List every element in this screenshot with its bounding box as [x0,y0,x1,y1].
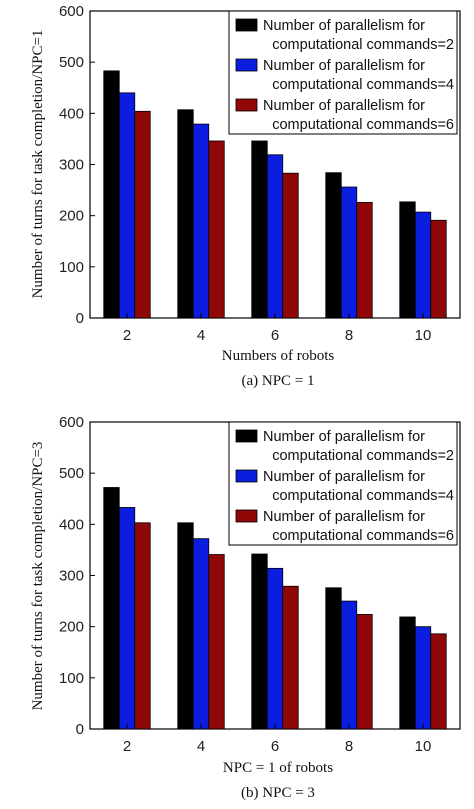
x-tick-label: 2 [123,327,131,344]
legend-box [228,421,458,546]
legend-swatch-2 [235,469,258,483]
legend-label-2-line-2: computational commands=4 [272,77,454,93]
bar-series-1-cat-4 [177,522,194,730]
legend-label-2-line-2: computational commands=4 [272,488,454,504]
bar-series-2-cat-6 [266,154,284,319]
bar-series-2-cat-8 [340,600,358,730]
legend: Number of parallelism for computational c… [228,421,458,546]
legend-box [228,10,458,135]
bar-series-3-cat-4 [208,554,225,730]
y-tick-label: 500 [59,54,84,71]
legend-swatch-1 [235,18,258,32]
legend-label-1-line-2: computational commands=2 [272,448,454,464]
legend-label-2-line-1: Number of parallelism for [263,58,425,74]
y-tick-label: 0 [76,721,84,738]
x-tick-label: 6 [271,738,279,755]
x-tick-label: 4 [197,327,205,344]
y-tick-label: 0 [76,310,84,327]
bar-series-2-cat-6 [266,567,284,730]
legend-label-3-line-2: computational commands=6 [272,117,454,133]
caption: (a) NPC = 1 [241,373,314,389]
y-tick-label: 600 [59,414,84,431]
y-tick-label: 300 [59,568,84,585]
bar-series-3-cat-8 [356,201,373,319]
y-tick-label: 600 [59,3,84,20]
x-axis-label: NPC = 1 of robots [223,760,333,776]
bar-series-1-cat-8 [325,172,342,319]
legend-swatch-1 [235,429,258,443]
bar-series-1-cat-10 [399,616,416,730]
y-tick-label: 200 [59,208,84,225]
y-tick-label: 400 [59,516,84,533]
y-tick-label: 300 [59,157,84,174]
bar-series-2-cat-2 [118,507,136,730]
legend-label-3-line-1: Number of parallelism for [263,98,425,114]
bar-series-1-cat-4 [177,109,194,319]
bar-series-2-cat-4 [192,538,210,730]
bar-series-3-cat-10 [430,219,447,319]
caption: (b) NPC = 3 [241,785,315,801]
legend-label-1-line-1: Number of parallelism for [263,429,425,445]
bar-series-3-cat-6 [282,585,299,730]
bars [103,70,447,319]
y-tick-label: 400 [59,105,84,122]
bar-series-1-cat-2 [103,70,120,319]
bar-series-3-cat-6 [282,172,299,319]
y-tick-label: 500 [59,465,84,482]
y-tick-label: 100 [59,259,84,276]
bar-series-3-cat-2 [134,522,151,730]
bar-series-2-cat-4 [192,123,210,319]
legend-label-1-line-1: Number of parallelism for [263,18,425,34]
bar-series-2-cat-8 [340,186,358,319]
x-tick-label: 10 [415,327,432,344]
bar-series-3-cat-4 [208,140,225,319]
legend-label-2-line-1: Number of parallelism for [263,469,425,485]
y-tick-label: 200 [59,619,84,636]
bar-series-1-cat-6 [251,553,268,730]
bar-series-3-cat-8 [356,613,373,730]
bar-series-1-cat-2 [103,487,120,730]
x-tick-label: 4 [197,738,205,755]
legend-swatch-3 [235,98,258,112]
bar-series-2-cat-2 [118,92,136,319]
x-tick-label: 2 [123,738,131,755]
x-tick-label: 10 [415,738,432,755]
legend: Number of parallelism for computational c… [228,10,458,135]
x-tick-label: 6 [271,327,279,344]
y-tick-label: 100 [59,670,84,687]
legend-swatch-3 [235,509,258,523]
bar-series-2-cat-10 [414,211,432,319]
bar-series-1-cat-10 [399,201,416,319]
bar-series-2-cat-10 [414,626,432,730]
x-tick-label: 8 [345,327,353,344]
legend-label-3-line-1: Number of parallelism for [263,509,425,525]
bar-series-1-cat-8 [325,587,342,730]
legend-swatch-2 [235,58,258,72]
bar-series-3-cat-2 [134,110,151,319]
y-axis-label: Number of turns for task completion/NPC=… [30,442,46,711]
x-tick-label: 8 [345,738,353,755]
x-axis-label: Numbers of robots [222,348,335,364]
legend-label-1-line-2: computational commands=2 [272,37,454,53]
legend-label-3-line-2: computational commands=6 [272,528,454,544]
bar-series-3-cat-10 [430,633,447,730]
bar-series-1-cat-6 [251,140,268,319]
y-axis-label: Number of turns for task completion/NPC=… [30,30,46,299]
